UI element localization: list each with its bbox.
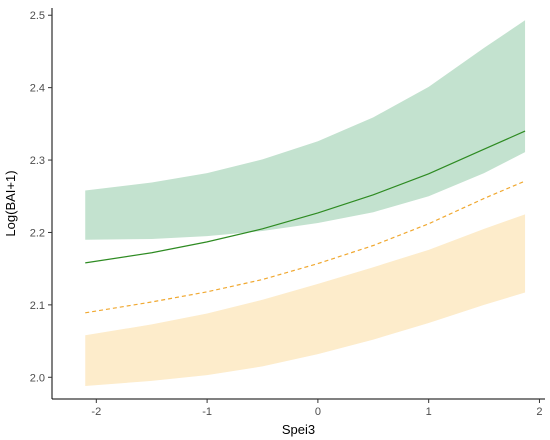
orange-series-line — [85, 180, 526, 314]
x-tick-label: 1 — [426, 406, 432, 418]
y-tick-label: 2.3 — [30, 155, 45, 167]
green-series-line — [85, 130, 526, 264]
x-tick-label: -2 — [91, 406, 101, 418]
y-tick-label: 2.2 — [30, 227, 45, 239]
x-tick-label: 2 — [536, 406, 542, 418]
x-tick-label: 0 — [315, 406, 321, 418]
plot-area — [85, 20, 526, 386]
y-tick-label: 2.4 — [30, 83, 45, 95]
y-axis-title: Log(BAI+1) — [3, 170, 18, 236]
x-axis-title: Spei3 — [282, 422, 315, 437]
y-tick-label: 2.5 — [30, 10, 45, 22]
green-confidence-band — [85, 20, 526, 240]
x-tick-label: -1 — [202, 406, 212, 418]
orange-confidence-band — [85, 214, 526, 386]
axes: -2 -1 0 1 2 2.0 2.1 2.2 2.3 2.4 2.5 — [30, 8, 545, 418]
y-tick-label: 2.0 — [30, 372, 45, 384]
y-tick-label: 2.1 — [30, 300, 45, 312]
